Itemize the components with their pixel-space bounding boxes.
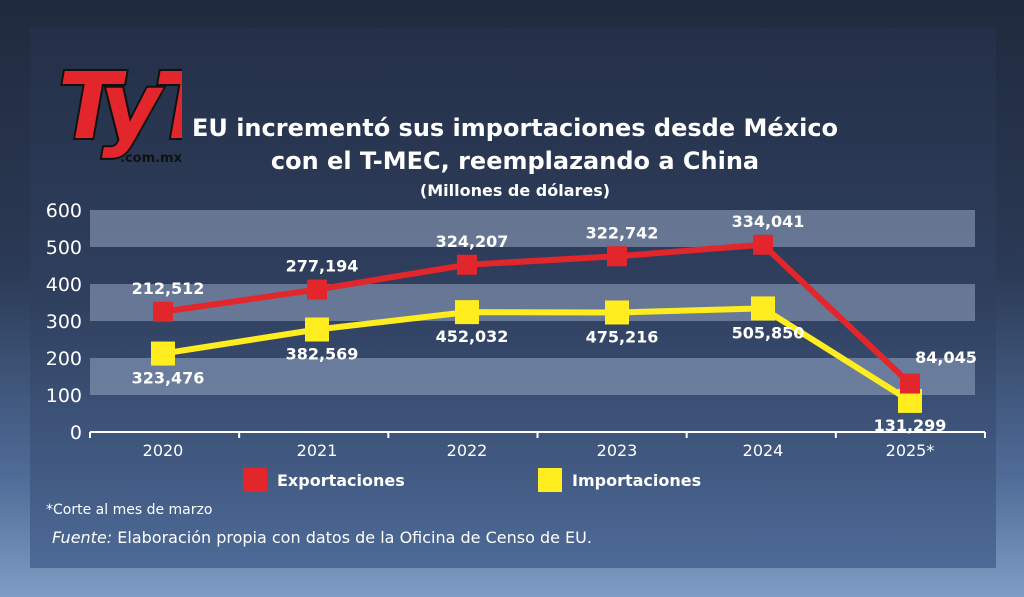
x-tick-label: 2025* [886, 441, 935, 460]
data-label-importaciones: 131,299 [874, 416, 947, 435]
data-label-exportaciones: 84,045 [915, 348, 977, 367]
data-point-importaciones [751, 296, 775, 321]
y-tick-label: 500 [46, 237, 82, 259]
tyt-logo: TyT .com.mx [50, 51, 182, 166]
source-text: Elaboración propia con datos de la Ofici… [112, 528, 592, 547]
source-note: Fuente: Elaboración propia con datos de … [52, 528, 592, 547]
data-label-exportaciones: 324,207 [436, 232, 509, 251]
data-label-exportaciones: 212,512 [132, 279, 205, 298]
series-line-importaciones [162, 305, 912, 404]
data-point-importaciones [151, 341, 175, 366]
x-tick-label: 2024 [743, 441, 784, 460]
data-label-exportaciones: 277,194 [286, 257, 359, 276]
data-label-importaciones: 452,032 [436, 327, 509, 346]
data-point-exportaciones [457, 254, 477, 275]
chart-title: EU incrementó sus importaciones desde Mé… [190, 112, 840, 178]
y-tick-label: 400 [46, 274, 82, 296]
y-tick-label: 100 [46, 385, 82, 407]
data-label-exportaciones: 334,041 [732, 212, 805, 231]
x-tick-label: 2022 [447, 441, 488, 460]
data-label-importaciones: 505,850 [732, 323, 805, 342]
chart-subtitle: (Millones de dólares) [419, 181, 611, 200]
x-tick-label: 2023 [597, 441, 638, 460]
data-labels: 212,512 277,194 324,207 322,742 334,041 84,04… [132, 212, 977, 435]
x-tick-label: 2020 [143, 441, 184, 460]
chart-title-line-2: con el T-MEC, reemplazando a China [270, 147, 760, 175]
data-label-exportaciones: 322,742 [586, 223, 659, 242]
data-point-exportaciones [153, 301, 173, 322]
logo-letters: TyT [50, 53, 182, 160]
data-point-exportaciones [753, 234, 773, 255]
data-point-exportaciones [900, 373, 920, 394]
legend-label-importaciones: Importaciones [572, 470, 702, 490]
y-tick-label: 200 [46, 348, 82, 370]
x-tick-label: 2021 [297, 441, 338, 460]
data-point-exportaciones [607, 246, 627, 267]
y-tick-label: 0 [70, 422, 82, 444]
logo-domain: .com.mx [120, 151, 182, 166]
series-lines [162, 241, 913, 404]
legend-item-importaciones: Importaciones [538, 466, 701, 494]
grid-band-100 [90, 358, 975, 395]
legend-swatch-importaciones [538, 468, 562, 492]
data-label-importaciones: 475,216 [586, 327, 659, 346]
data-point-importaciones [305, 317, 329, 342]
x-axis-labels: 2020 2021 2022 2023 2024 2025* [143, 441, 935, 460]
y-tick-label: 300 [46, 311, 82, 333]
series-line-exportaciones [162, 241, 913, 386]
data-point-importaciones [605, 300, 629, 325]
data-point-importaciones [455, 300, 479, 325]
legend-label-exportaciones: Exportaciones [277, 470, 405, 490]
chart-title-line-1: EU incrementó sus importaciones desde Mé… [191, 114, 839, 142]
data-label-importaciones: 323,476 [132, 369, 205, 388]
source-prefix: Fuente: [52, 528, 113, 547]
data-label-importaciones: 382,569 [286, 345, 359, 364]
y-tick-label: 600 [46, 200, 82, 222]
footnote: *Corte al mes de marzo [46, 502, 213, 518]
axes [89, 431, 986, 438]
series-markers [151, 234, 922, 413]
data-point-exportaciones [307, 279, 327, 300]
legend-swatch-exportaciones [243, 468, 267, 492]
legend-item-exportaciones: Exportaciones [243, 466, 405, 494]
y-axis-labels: 0 100 200 300 400 500 600 [46, 200, 82, 444]
grid-band-500 [90, 210, 975, 247]
